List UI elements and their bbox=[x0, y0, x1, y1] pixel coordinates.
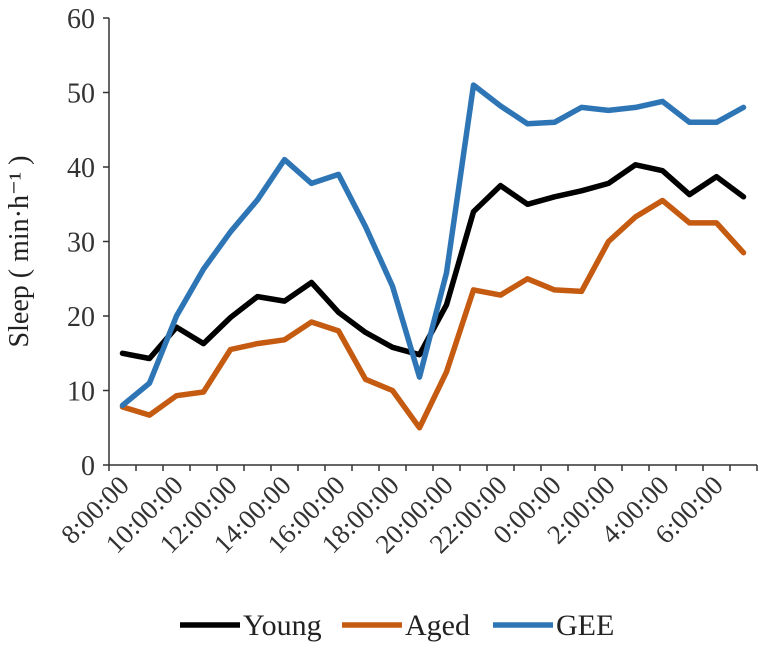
y-tick-label: 20 bbox=[67, 302, 95, 333]
x-axis-ticks: 8:00:0010:00:0012:00:0014:00:0016:00:001… bbox=[55, 465, 758, 559]
series-lines bbox=[119, 82, 747, 431]
legend-label-gee: GEE bbox=[556, 609, 614, 642]
y-tick-label: 50 bbox=[67, 79, 95, 110]
y-tick-label: 40 bbox=[67, 153, 95, 184]
series-line-aged bbox=[119, 197, 747, 431]
y-tick-label: 0 bbox=[81, 451, 95, 482]
y-tick-label: 30 bbox=[67, 228, 95, 259]
y-axis-title: Sleep ( min·h⁻¹ ) bbox=[4, 156, 35, 348]
y-tick-label: 60 bbox=[67, 4, 95, 35]
y-axis-ticks: 0 10 20 30 40 50 60 bbox=[67, 4, 109, 482]
legend-label-young: Young bbox=[243, 609, 322, 642]
y-tick-label: 10 bbox=[67, 377, 95, 408]
legend-label-aged: Aged bbox=[405, 609, 470, 642]
legend: Young Aged GEE bbox=[180, 609, 614, 642]
series-line-gee bbox=[119, 82, 747, 409]
